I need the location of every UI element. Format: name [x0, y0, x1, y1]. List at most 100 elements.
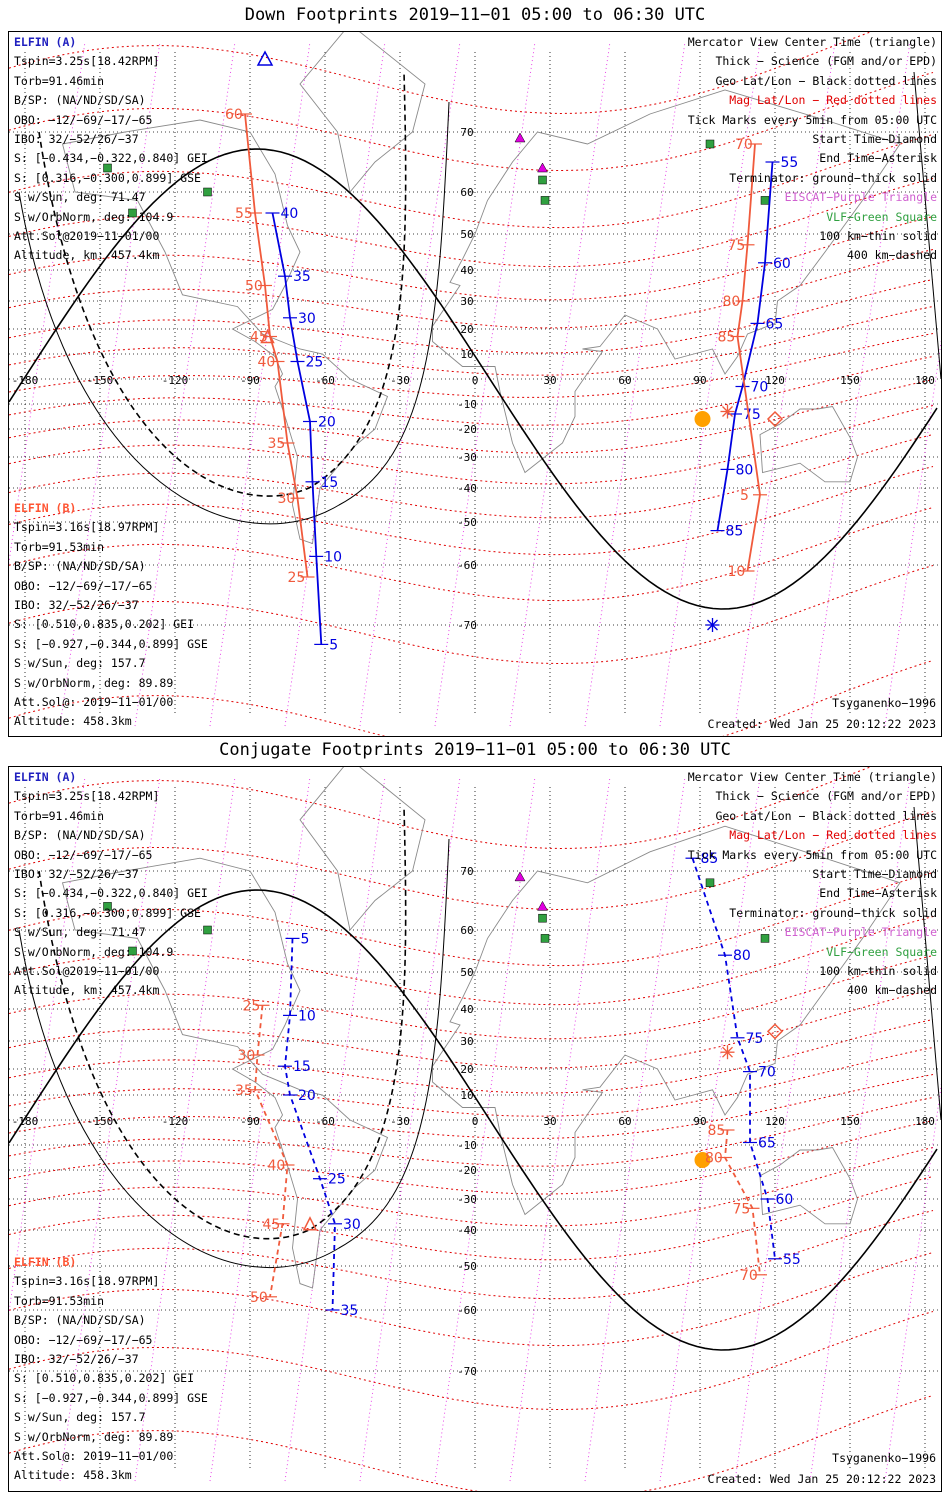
mag-latitude-line	[9, 660, 934, 736]
mag-latitude-line	[9, 1395, 934, 1491]
legend-item: Mercator View Center Time (triangle)	[687, 35, 937, 49]
elfin-b-line: B/SP: (NA/ND/SD/SA)	[14, 1313, 146, 1328]
trace-tick-label: 60	[776, 1192, 794, 1208]
terminator-100km-line	[18, 101, 450, 525]
mag-meridian-line	[659, 776, 761, 1482]
trace-tick-label: 15	[321, 475, 339, 491]
mag-latitude-line	[9, 466, 934, 556]
latitude-tick-label: 50	[460, 966, 473, 979]
trace-tick-label: 85	[718, 330, 736, 346]
terminator-line	[9, 889, 938, 1351]
longitude-tick-label: -60	[315, 374, 335, 387]
elfin-b-line: Att.Sol@: 2019−11−01/00	[14, 1449, 174, 1464]
elfin-a-line: S: [−0.434,−0.322,0.840] GEI	[14, 886, 208, 901]
legend-item: Terminator: ground−thick solid	[729, 905, 937, 920]
trace-tick-label: 40	[281, 206, 299, 222]
latitude-tick-label: -30	[457, 1193, 477, 1206]
mag-latitude-line	[9, 72, 934, 172]
legend-item: Geo Lat/Lon − Black dotted lines	[715, 73, 937, 88]
coastline	[61, 857, 389, 1289]
down-footprints-map: -180 -150 -120 -90 -60 -30 0 30 60 90 120 150 180 70 6…	[9, 32, 941, 736]
trace-tick-label: 35	[268, 436, 286, 452]
latitude-tick-label: 30	[460, 1035, 473, 1048]
trace-tick-label: 10	[324, 549, 342, 565]
elfin-a-info: ELFIN (A) Tspin=3.25s[18.42RPM] Torb=91.…	[14, 768, 208, 1001]
elfin-b-line: S w/OrbNorm, deg: 89.89	[14, 1429, 174, 1444]
model-label: Tsyganenko−1996	[832, 696, 936, 710]
elfin-a-heading: ELFIN (A)	[14, 770, 77, 784]
mag-meridian-line	[584, 41, 686, 727]
legend-item: 100 km−thin solid	[819, 964, 937, 979]
trace-tick-label: 25	[328, 1172, 346, 1188]
elfin-b-line: OBO: −12/−69/−17/−65	[14, 578, 153, 593]
latitude-tick-label: 70	[460, 126, 473, 139]
down-footprints-panel: -180 -150 -120 -90 -60 -30 0 30 60 90 120 150 180 70 6…	[8, 31, 942, 737]
mag-latitude-line	[9, 955, 934, 1040]
trace-tick-label: 25	[288, 570, 306, 586]
mag-latitude-line	[9, 379, 934, 454]
created-label: Created: Wed Jan 25 20:12:22 2023	[707, 717, 936, 731]
elfin-b-line: B/SP: (NA/ND/SD/SA)	[14, 559, 146, 574]
elfin-a-heading: ELFIN (A)	[14, 35, 77, 49]
trace-tick-label: 30	[238, 1048, 256, 1064]
elfin-b-line: Tspin=3.16s[18.97RPM]	[14, 1274, 160, 1289]
elfin-a-line: Tspin=3.25s[18.42RPM]	[14, 789, 160, 804]
trace-tick-label: 55	[781, 155, 799, 171]
trace-tick-label: 75	[746, 1031, 764, 1047]
mag-latitude-line	[9, 178, 934, 268]
elfin-b-line: Att.Sol@: 2019−11−01/00	[14, 695, 174, 710]
mag-latitude-line	[9, 249, 934, 329]
eiscat-triangle	[537, 162, 548, 173]
center-time-triangle	[260, 328, 275, 344]
latitude-tick-label: -60	[457, 1304, 477, 1317]
created-label: Created: Wed Jan 25 20:12:22 2023	[707, 1472, 936, 1486]
mag-latitude-line	[9, 32, 872, 115]
trace-tick-label: 10	[728, 564, 746, 580]
mag-latitude-line	[9, 1252, 934, 1347]
coastline	[759, 1147, 858, 1225]
legend-item: 100 km−thin solid	[819, 229, 937, 244]
longitude-tick-label: -90	[240, 374, 260, 387]
legend-item: Mag Lat/Lon − Red dotted lines	[729, 93, 937, 108]
vlf-square	[538, 175, 547, 185]
elfin-b-line: Torb=91.53min	[14, 539, 105, 554]
latitude-tick-label: 30	[460, 295, 473, 308]
vlf-square	[760, 934, 770, 943]
longitude-tick-label: -30	[390, 374, 410, 387]
elfin-b-line: Altitude: 458.3km	[14, 1468, 132, 1483]
mag-meridian-line	[209, 776, 311, 1482]
mag-meridian-line	[59, 776, 161, 1482]
vlf-square	[203, 187, 212, 197]
elfin-a-line: OBO: −12/−69/−17/−65	[14, 847, 153, 862]
mag-latitude-line	[9, 872, 934, 967]
longitude-tick-label: 150	[840, 1115, 860, 1128]
latitude-tick-label: -20	[457, 423, 477, 436]
latitude-tick-label: -50	[457, 516, 477, 529]
longitude-tick-label: -150	[87, 374, 114, 387]
mag-meridian-line	[809, 776, 911, 1482]
trace-tick-label: 75	[733, 1201, 751, 1217]
elfin-a-line: IBO: 32/−52/26/−37	[14, 132, 139, 147]
elfin-a-line: S w/OrbNorm, deg: 104.9	[14, 209, 174, 224]
vlf-square	[540, 934, 550, 943]
latitude-tick-label: -60	[457, 559, 477, 572]
mag-latitude-line	[9, 279, 934, 354]
latitude-tick-label: -40	[457, 482, 477, 495]
mag-latitude-line	[9, 565, 934, 665]
trace-tick-label: 20	[318, 415, 336, 431]
elfin-b-trace	[736, 143, 761, 572]
longitude-tick-label: -150	[87, 1115, 114, 1128]
longitude-tick-label: 0	[472, 1115, 479, 1128]
longitude-tick-label: 30	[543, 374, 556, 387]
mag-latitude-line	[9, 916, 934, 1006]
longitude-tick-label: 120	[765, 374, 785, 387]
elfin-b-line: Tspin=3.16s[18.97RPM]	[14, 520, 160, 535]
elfin-a-line: OBO: −12/−69/−17/−65	[14, 112, 153, 127]
panel-title-conjugate: Conjugate Footprints 2019−11−01 05:00 to…	[219, 740, 731, 760]
elfin-b-line: S: [−0.927,−0.344,0.899] GSE	[14, 636, 208, 651]
eiscat-triangle	[514, 132, 526, 143]
trace-tick-label: 70	[758, 1065, 776, 1081]
elfin-a-info: ELFIN (A) Tspin=3.25s[18.42RPM] Torb=91.…	[14, 33, 208, 266]
trace-tick-label: 70	[735, 137, 753, 153]
trace-tick-label: 60	[225, 107, 243, 123]
